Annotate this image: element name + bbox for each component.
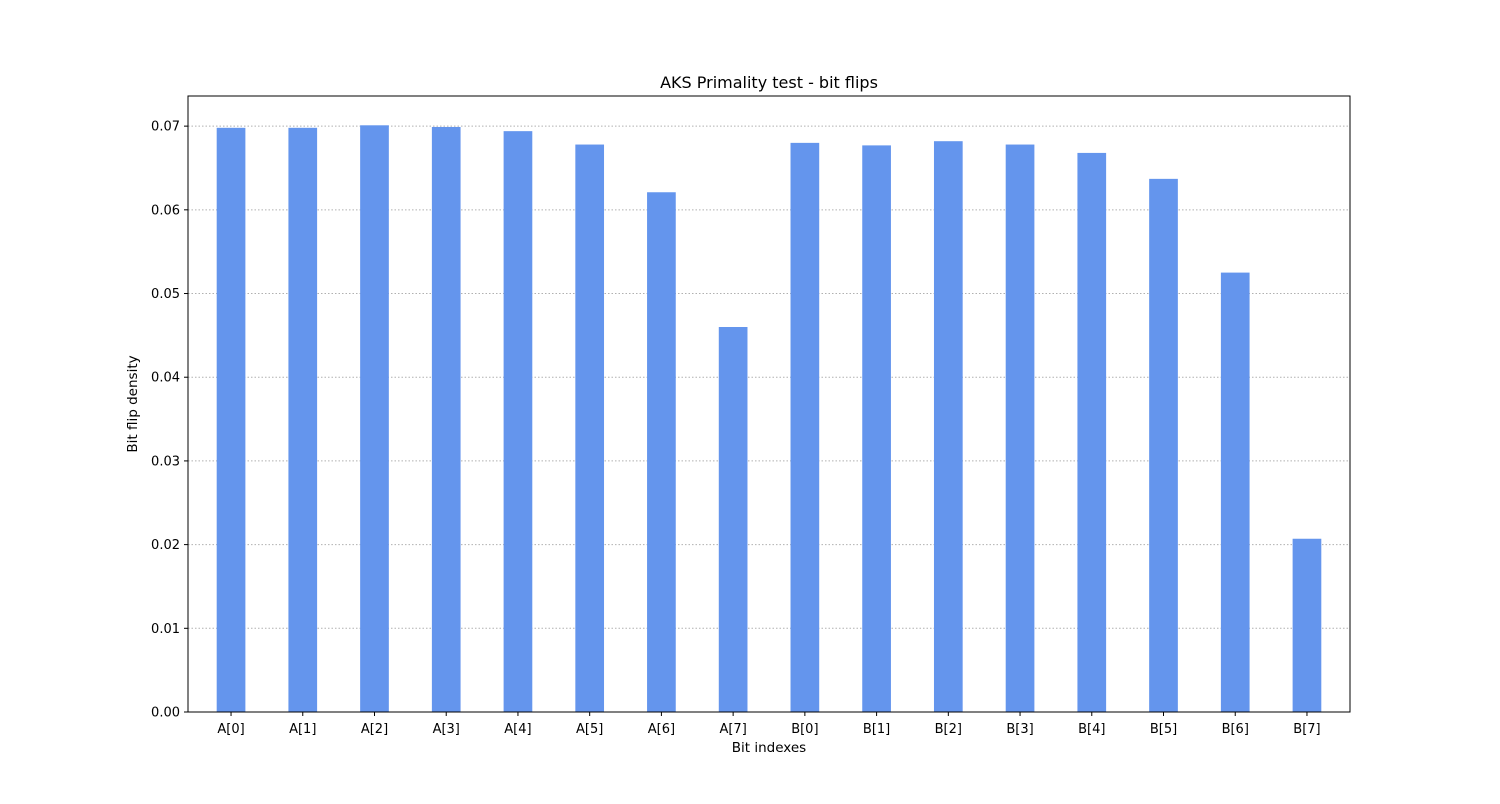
bar-b7 bbox=[1292, 538, 1322, 712]
y-tick-label: 0.02 bbox=[151, 538, 180, 553]
bar-b0 bbox=[790, 142, 820, 712]
plot-frame bbox=[187, 95, 1351, 713]
x-tick-label: A[2] bbox=[361, 722, 388, 737]
bar-a5 bbox=[575, 144, 605, 713]
y-tick-label: 0.06 bbox=[151, 203, 180, 218]
x-tick-label: B[5] bbox=[1150, 722, 1177, 737]
x-tick-label: B[1] bbox=[863, 722, 890, 737]
x-tick-label: B[0] bbox=[791, 722, 818, 737]
y-tick-label: 0.01 bbox=[151, 622, 180, 637]
x-tick-label: A[3] bbox=[433, 722, 460, 737]
y-tick-label: 0.05 bbox=[151, 287, 180, 302]
y-axis: 0.00 0.01 0.02 0.03 0.04 0.05 0.06 0.07 bbox=[151, 120, 188, 721]
x-axis: A[0] A[1] A[2] A[3] A[4] A[5] A[6] A[7] B[0] B[1]… bbox=[217, 712, 1321, 737]
bar-a4 bbox=[503, 131, 533, 713]
y-axis-label: Bit flip density bbox=[125, 355, 141, 452]
x-tick-label: B[4] bbox=[1078, 722, 1105, 737]
x-tick-label: A[0] bbox=[217, 722, 244, 737]
x-tick-label: A[1] bbox=[289, 722, 316, 737]
x-tick-label: A[6] bbox=[648, 722, 675, 737]
x-tick-label: B[6] bbox=[1222, 722, 1249, 737]
bar-a0 bbox=[216, 127, 246, 713]
bar-b3 bbox=[1005, 144, 1035, 713]
x-tick-label: A[5] bbox=[576, 722, 603, 737]
bar-b4 bbox=[1077, 152, 1107, 713]
x-tick-label: B[7] bbox=[1293, 722, 1320, 737]
y-tick-label: 0.03 bbox=[151, 454, 180, 469]
bar-a6 bbox=[647, 192, 676, 712]
x-tick-label: A[4] bbox=[504, 722, 531, 737]
x-tick-label: B[3] bbox=[1006, 722, 1033, 737]
bar-b5 bbox=[1149, 178, 1178, 712]
bar-b1 bbox=[862, 145, 891, 712]
bar-b6 bbox=[1220, 272, 1250, 712]
bar-a2 bbox=[360, 125, 389, 713]
chart-title: AKS Primality test - bit flips bbox=[660, 73, 878, 92]
x-tick-label: B[2] bbox=[935, 722, 962, 737]
y-tick-label: 0.00 bbox=[151, 706, 180, 721]
y-tick-label: 0.07 bbox=[151, 120, 180, 135]
bar-b2 bbox=[933, 141, 963, 712]
bar-a1 bbox=[288, 127, 318, 713]
bar-a7 bbox=[718, 327, 748, 712]
x-axis-label: Bit indexes bbox=[732, 740, 806, 756]
y-tick-label: 0.04 bbox=[151, 371, 180, 386]
bars bbox=[216, 125, 1322, 713]
x-tick-label: A[7] bbox=[719, 722, 746, 737]
bar-a3 bbox=[431, 126, 461, 712]
